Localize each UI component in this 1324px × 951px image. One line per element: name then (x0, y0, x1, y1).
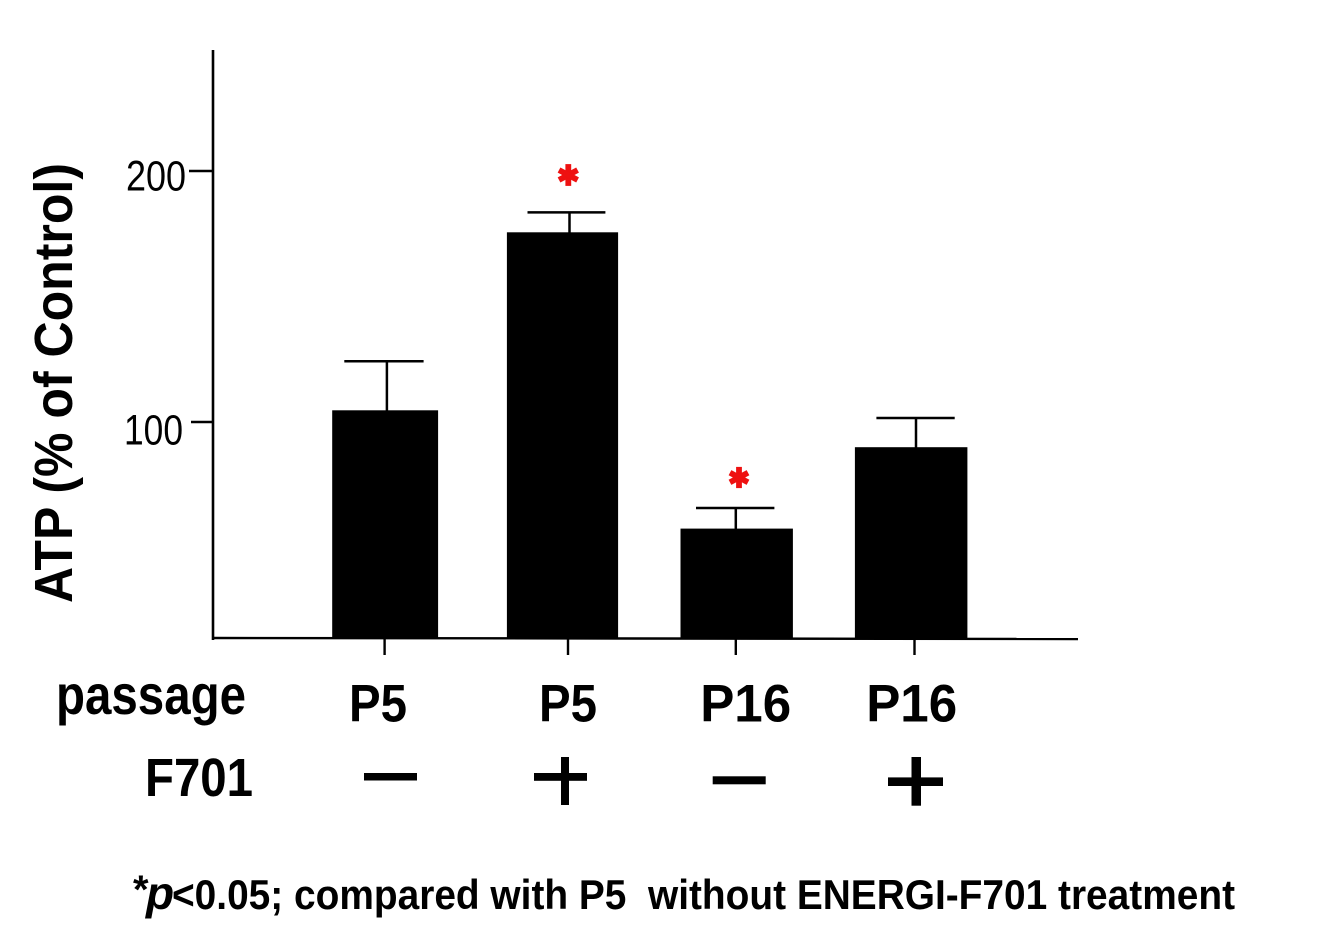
svg-text:200: 200 (126, 153, 186, 201)
svg-text:p: p (144, 867, 174, 919)
svg-text:ATP (% of Control): ATP (% of Control) (24, 163, 84, 603)
svg-text:P5: P5 (539, 675, 597, 734)
svg-text:100: 100 (124, 407, 183, 455)
svg-text:<0.05; compared with P5 witho: <0.05; compared with P5 without ENERGI-F… (172, 871, 1235, 918)
svg-text:P16: P16 (700, 675, 791, 734)
svg-text:P5: P5 (349, 675, 407, 734)
svg-text:*: * (133, 868, 149, 912)
svg-text:P16: P16 (866, 675, 957, 734)
svg-text:F701: F701 (145, 748, 253, 808)
svg-text:passage: passage (56, 664, 246, 726)
